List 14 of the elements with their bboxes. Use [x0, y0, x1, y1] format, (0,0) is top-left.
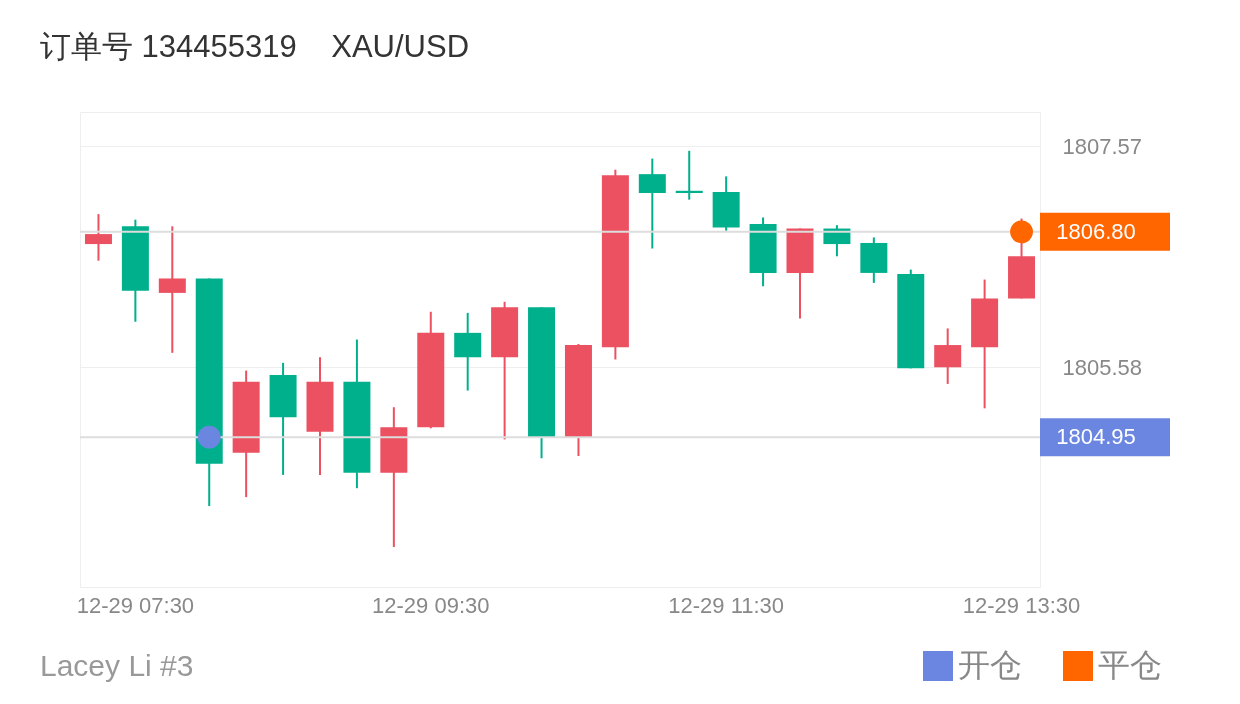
ref-line-label: 1804.95 — [1056, 424, 1136, 450]
chart-title: 订单号 134455319 XAU/USD — [40, 29, 470, 64]
candlestick — [158, 225, 186, 354]
y-tick-label: 1805.58 — [1062, 354, 1143, 380]
ref-line-label: 1806.80 — [1056, 218, 1136, 244]
text: Lacey Li #3 — [40, 649, 194, 682]
x-tick-label: 12-29 13:30 — [962, 592, 1081, 618]
candlestick — [675, 149, 703, 201]
y-tick-label: 1807.57 — [1062, 133, 1143, 159]
legend-label: 开仓 — [958, 647, 1022, 683]
x-tick-label: 12-29 07:30 — [76, 592, 195, 618]
x-tick-label: 12-29 11:30 — [668, 592, 785, 618]
x-tick-label: 12-29 09:30 — [372, 592, 490, 618]
legend-label: 平仓 — [1098, 647, 1162, 683]
